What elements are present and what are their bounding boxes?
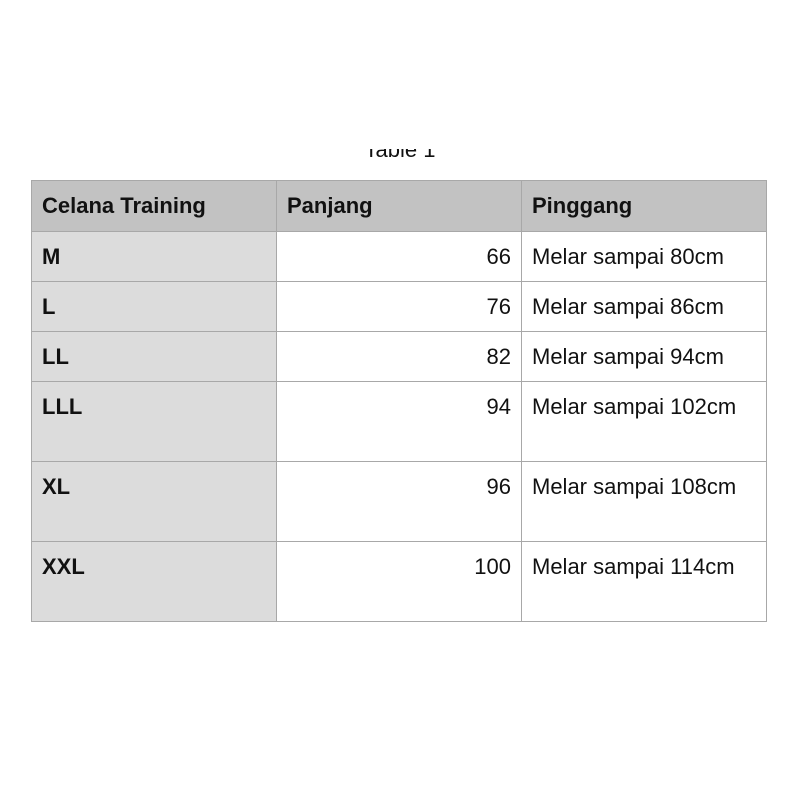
panjang-cell: 100 xyxy=(276,541,522,622)
panjang-cell: 76 xyxy=(276,281,522,332)
pinggang-cell: Melar sampai 114cm xyxy=(521,541,767,622)
size-cell: LLL xyxy=(31,381,277,462)
pinggang-cell: Melar sampai 80cm xyxy=(521,231,767,282)
caption-clip: Table 1 xyxy=(300,149,500,159)
table-row: L 76 Melar sampai 86cm xyxy=(31,281,767,332)
panjang-cell: 96 xyxy=(276,461,522,542)
header-size: Celana Training xyxy=(31,180,277,232)
panjang-cell: 94 xyxy=(276,381,522,462)
panjang-cell: 66 xyxy=(276,231,522,282)
table-row: XL 96 Melar sampai 108cm xyxy=(31,461,767,542)
pinggang-cell: Melar sampai 94cm xyxy=(521,331,767,382)
header-panjang: Panjang xyxy=(276,180,522,232)
pinggang-cell: Melar sampai 108cm xyxy=(521,461,767,542)
table-row: M 66 Melar sampai 80cm xyxy=(31,231,767,282)
size-cell: M xyxy=(31,231,277,282)
header-pinggang: Pinggang xyxy=(521,180,767,232)
table-row: LLL 94 Melar sampai 102cm xyxy=(31,381,767,462)
size-cell: XXL xyxy=(31,541,277,622)
size-cell: XL xyxy=(31,461,277,542)
table-row: LL 82 Melar sampai 94cm xyxy=(31,331,767,382)
panjang-cell: 82 xyxy=(276,331,522,382)
size-cell: L xyxy=(31,281,277,332)
size-table: Celana Training Panjang Pinggang M 66 Me… xyxy=(31,180,767,622)
size-cell: LL xyxy=(31,331,277,382)
pinggang-cell: Melar sampai 102cm xyxy=(521,381,767,462)
table-caption: Table 1 xyxy=(300,149,500,159)
pinggang-cell: Melar sampai 86cm xyxy=(521,281,767,332)
table-row: XXL 100 Melar sampai 114cm xyxy=(31,541,767,622)
header-row: Celana Training Panjang Pinggang xyxy=(31,180,767,232)
